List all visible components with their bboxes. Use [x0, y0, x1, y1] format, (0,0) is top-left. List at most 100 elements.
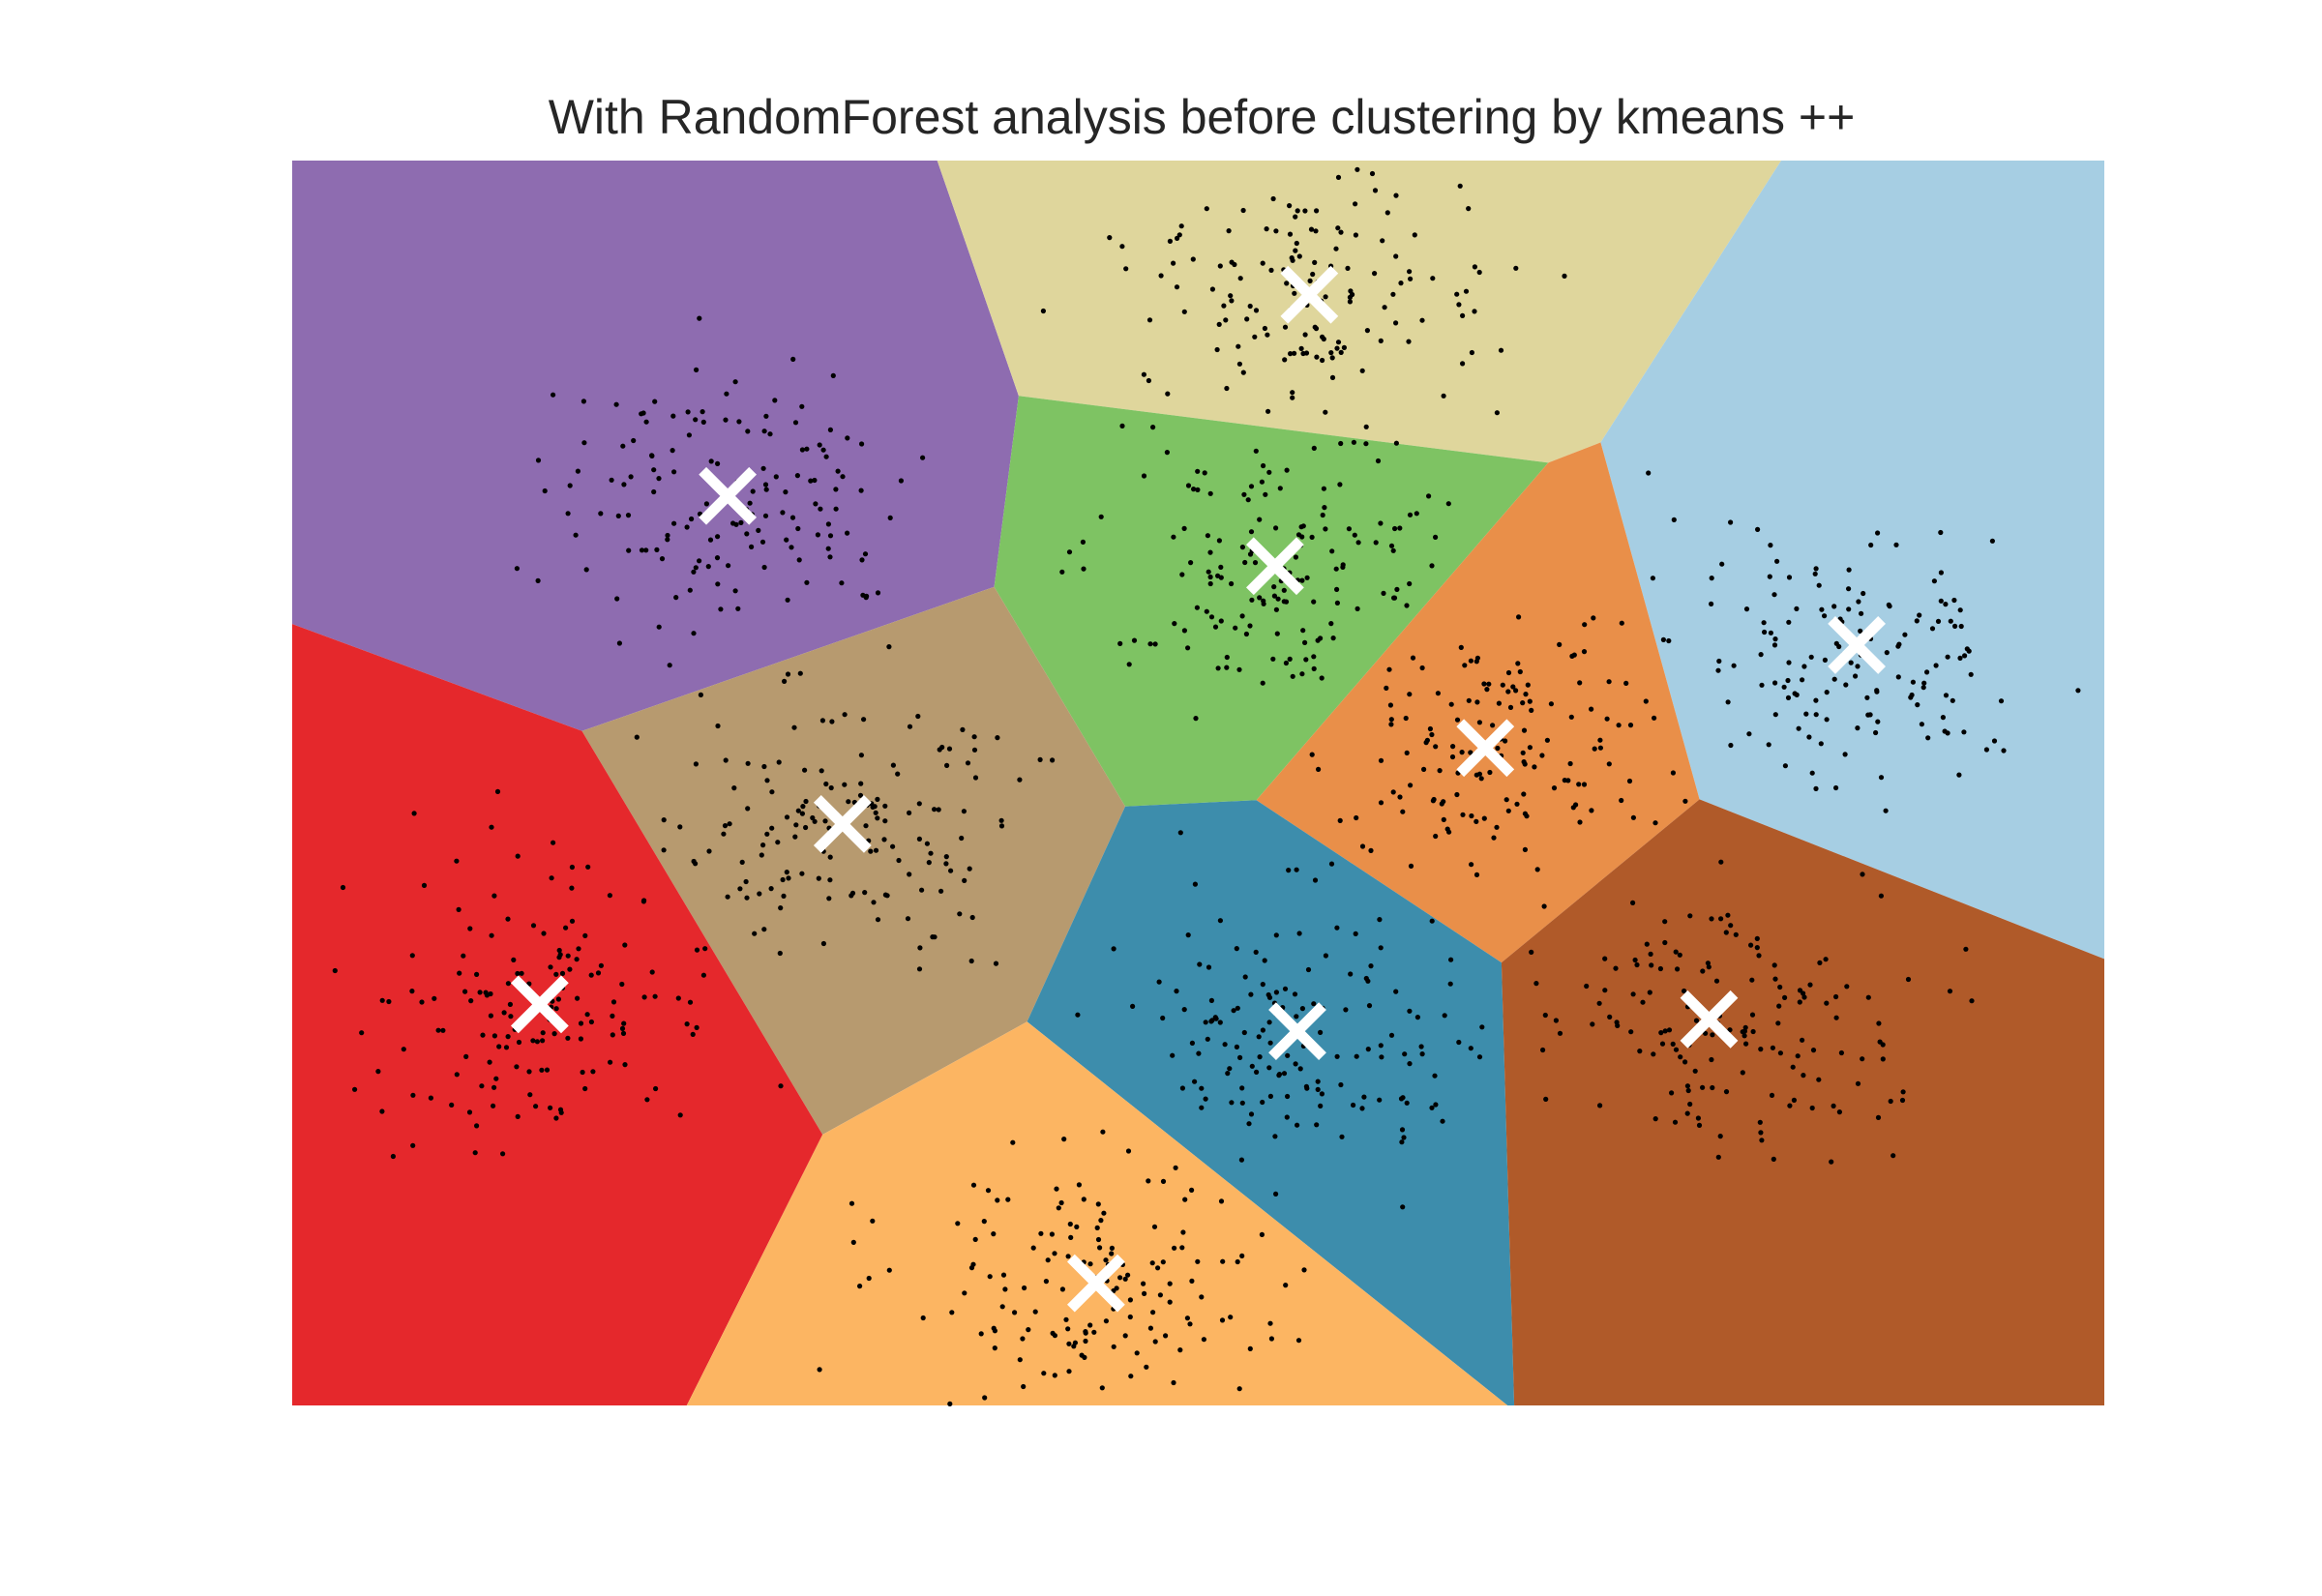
data-point: [1337, 482, 1343, 488]
data-point: [1185, 483, 1192, 488]
data-point: [1684, 1110, 1690, 1116]
data-point: [1315, 1086, 1321, 1092]
data-point: [700, 972, 707, 978]
data-point: [1407, 692, 1413, 697]
data-point: [845, 530, 850, 536]
data-point: [1293, 248, 1298, 253]
data-point: [1359, 1106, 1365, 1111]
data-point: [1662, 919, 1668, 925]
data-point: [1208, 997, 1214, 1003]
data-point: [1896, 641, 1902, 647]
data-point: [1056, 1205, 1061, 1211]
data-point: [1239, 1253, 1245, 1258]
data-point: [1848, 660, 1854, 665]
data-point: [619, 981, 625, 988]
data-point: [1189, 1040, 1195, 1046]
data-point: [1287, 231, 1294, 237]
data-point: [1267, 1040, 1273, 1046]
cluster-region-4: [994, 396, 1549, 807]
data-point: [1207, 580, 1213, 587]
data-point: [1329, 374, 1336, 380]
data-point: [1216, 321, 1222, 327]
data-point: [827, 877, 833, 883]
data-point: [1543, 1096, 1549, 1102]
data-point: [1045, 1257, 1051, 1263]
data-point: [1700, 968, 1706, 974]
data-point: [1180, 1229, 1186, 1235]
data-point: [542, 488, 548, 494]
data-point: [1875, 530, 1881, 536]
data-point: [1571, 652, 1577, 658]
data-point: [1311, 599, 1317, 605]
data-point: [1127, 1314, 1133, 1320]
data-point: [1408, 783, 1414, 788]
data-point: [1474, 699, 1480, 705]
data-point: [1126, 662, 1132, 667]
data-point: [1719, 561, 1725, 567]
data-point: [982, 1395, 988, 1401]
data-point: [1005, 1197, 1011, 1202]
cluster-region-3: [1600, 161, 2104, 960]
data-point: [1257, 517, 1263, 522]
data-point: [1865, 712, 1871, 718]
data-point: [1164, 450, 1170, 456]
data-point: [1673, 1047, 1680, 1052]
data-point: [1858, 628, 1863, 635]
data-point: [1758, 1047, 1764, 1052]
data-point: [1262, 325, 1267, 332]
data-point: [661, 847, 667, 853]
data-point: [456, 906, 461, 913]
data-point: [1094, 1225, 1100, 1230]
data-point: [1435, 691, 1441, 696]
data-point: [1728, 519, 1734, 525]
data-point: [1542, 1012, 1548, 1019]
data-point: [1771, 592, 1777, 598]
data-point: [1459, 750, 1465, 755]
data-point: [1808, 654, 1814, 660]
data-point: [1785, 695, 1792, 701]
data-point: [514, 1064, 520, 1070]
data-point: [1372, 188, 1379, 193]
data-point: [858, 488, 864, 493]
data-point: [1647, 990, 1652, 995]
data-point: [1127, 1297, 1133, 1303]
data-point: [1021, 1383, 1027, 1390]
data-point: [1602, 956, 1608, 961]
data-point: [1673, 949, 1679, 955]
data-point: [1398, 281, 1404, 286]
data-point: [1750, 1028, 1756, 1035]
data-point: [1050, 757, 1056, 763]
data-point: [515, 970, 521, 977]
data-point: [1283, 660, 1289, 666]
data-point: [1299, 671, 1305, 677]
data-point: [1246, 1121, 1252, 1127]
data-point: [959, 835, 965, 842]
data-point: [689, 516, 695, 522]
data-point: [864, 593, 870, 599]
data-point: [1876, 1020, 1882, 1026]
data-point: [797, 670, 803, 676]
data-point: [1989, 538, 1995, 544]
data-point: [671, 520, 677, 526]
data-point: [1300, 523, 1306, 529]
data-point: [1630, 991, 1636, 997]
data-point: [608, 1059, 613, 1065]
data-point: [1228, 1315, 1234, 1320]
data-point: [1123, 266, 1129, 272]
data-point: [653, 1085, 659, 1092]
data-point: [1265, 408, 1271, 414]
data-point: [1754, 945, 1760, 951]
data-point: [1500, 682, 1505, 688]
data-point: [1606, 761, 1612, 767]
data-point: [1282, 986, 1289, 991]
data-point: [694, 1024, 700, 1030]
data-point: [1388, 717, 1394, 723]
data-point: [622, 1062, 628, 1068]
data-point: [508, 1014, 514, 1020]
data-point: [1479, 1024, 1485, 1030]
data-point: [1790, 1064, 1796, 1070]
data-point: [804, 446, 810, 452]
data-point: [1296, 253, 1302, 259]
data-point: [1983, 747, 1989, 753]
data-point: [1257, 1054, 1263, 1060]
